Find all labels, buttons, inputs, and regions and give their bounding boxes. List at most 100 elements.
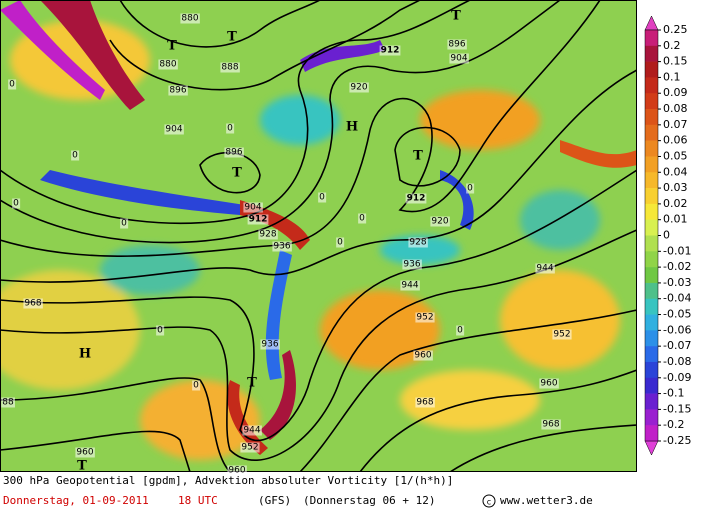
contour-label-bg [272, 241, 292, 252]
caption-model: (GFS) [258, 494, 291, 507]
colorbar-band [645, 361, 658, 379]
pressure-center: T [77, 459, 87, 474]
contour-label-bg [75, 447, 95, 458]
contour-label: 0 [121, 219, 127, 229]
pressure-center: H [346, 120, 358, 135]
contour-label-bg [168, 85, 188, 96]
contour-label-bg [120, 218, 129, 229]
colorbar-label: -0.03 [663, 276, 691, 289]
contour-label: 896 [225, 148, 242, 158]
caption-title: 300 hPa Geopotential [gpdm], Advektion a… [3, 474, 453, 487]
contour-label: 888 [221, 63, 238, 73]
contour-label: 960 [540, 379, 557, 389]
colorbar-label: 0.06 [663, 134, 688, 147]
colorbar-label: -0.07 [663, 339, 691, 352]
contour-label-bg [240, 442, 260, 453]
contour-label-bg [243, 202, 263, 213]
contour-label: 944 [243, 426, 260, 436]
contour-label: 896 [448, 40, 465, 50]
contour-label: 968 [542, 420, 559, 430]
contour-label-bg [192, 380, 201, 391]
colorbar-label: 0.01 [663, 213, 688, 226]
colorbar-band [645, 61, 658, 78]
contour-label-bg [449, 53, 469, 64]
contour-label: 880 [159, 60, 176, 70]
contour-label-bg [242, 425, 262, 436]
contour-label-bg [415, 397, 435, 408]
contour-label-bg [405, 193, 427, 204]
contour-label-bg [552, 329, 572, 340]
contour-label: 904 [244, 203, 261, 213]
contour-label-bg [23, 298, 43, 309]
pressure-center: T [227, 30, 237, 45]
colorbar-label: -0.06 [663, 323, 691, 336]
colorbar-band [645, 45, 658, 62]
colorbar-label: -0.02 [663, 260, 691, 273]
pressure-center: T [232, 166, 242, 181]
colorbar-label: -0.08 [663, 355, 691, 368]
contour-label: 0 [337, 238, 343, 248]
colorbar-label: -0.05 [663, 308, 691, 321]
colorbar-top-arrow [644, 15, 659, 31]
caption-run: (Donnerstag 06 + 12) [303, 494, 435, 507]
colorbar-bottom-arrow [644, 440, 659, 456]
contour-label-bg [349, 82, 369, 93]
contour-label: 0 [157, 326, 163, 336]
colorbar-band [645, 109, 658, 126]
colorbar-label: 0.03 [663, 181, 688, 194]
contour-label-bg [247, 214, 269, 225]
contour-label-bg [224, 147, 244, 158]
contour-label: 952 [553, 330, 570, 340]
contour-label-bg [258, 229, 278, 240]
colorbar-band [645, 251, 658, 268]
contour-label-bg [408, 237, 428, 248]
pressure-center: T [451, 9, 461, 24]
contour-label: 0 [193, 381, 199, 391]
contour-label-bg [71, 150, 80, 161]
contour-label-bg [226, 123, 235, 134]
contour-label: 960 [76, 448, 93, 458]
contour-label: 944 [401, 281, 418, 291]
colorbar-band [645, 346, 658, 363]
colorbar-label: 0.04 [663, 165, 688, 178]
colorbar-label: 0.25 [663, 23, 688, 36]
contour-label-bg [227, 465, 247, 476]
colorbar-label: 0.15 [663, 55, 688, 68]
contour-label: 0 [227, 124, 233, 134]
contour-label-bg [156, 325, 165, 336]
map-frame [0, 0, 637, 472]
contour-label-bg [466, 183, 475, 194]
colorbar-label: -0.25 [663, 434, 691, 447]
colorbar-label: -0.01 [663, 244, 691, 257]
colorbar-label: 0.02 [663, 197, 688, 210]
contour-label-bg [415, 312, 435, 323]
colorbar-band [645, 156, 658, 173]
colorbar-band [645, 298, 658, 315]
colorbar-band [645, 393, 658, 410]
contour-label-bg [180, 13, 200, 24]
caption-date: Donnerstag, 01-09-2011 [3, 494, 149, 507]
colorbar-band [645, 93, 658, 110]
contour-label: 968 [416, 398, 433, 408]
contour-label-bg [164, 124, 184, 135]
contour-label: 896 [169, 86, 186, 96]
caption-time: 18 UTC [178, 494, 218, 507]
pressure-center: H [79, 347, 91, 362]
map-field [0, 0, 637, 472]
colorbar-label: 0 [663, 229, 670, 242]
colorbar-band [645, 314, 658, 331]
contour-label: 968 [24, 299, 41, 309]
copyright-icon [482, 494, 496, 508]
pressure-center: T [247, 376, 257, 391]
colorbar-band [645, 282, 658, 300]
contour-label-bg [430, 216, 450, 227]
colorbar-label: -0.09 [663, 371, 691, 384]
contour-label: 912 [407, 194, 426, 204]
contour-label-bg [260, 339, 280, 350]
contour-label: 0 [72, 151, 78, 161]
contour-label-bg [379, 45, 401, 56]
colorbar-band [645, 235, 658, 252]
contour-label-bg [541, 419, 561, 430]
contour-label-bg [1, 397, 15, 408]
contour-label: 904 [165, 125, 182, 135]
